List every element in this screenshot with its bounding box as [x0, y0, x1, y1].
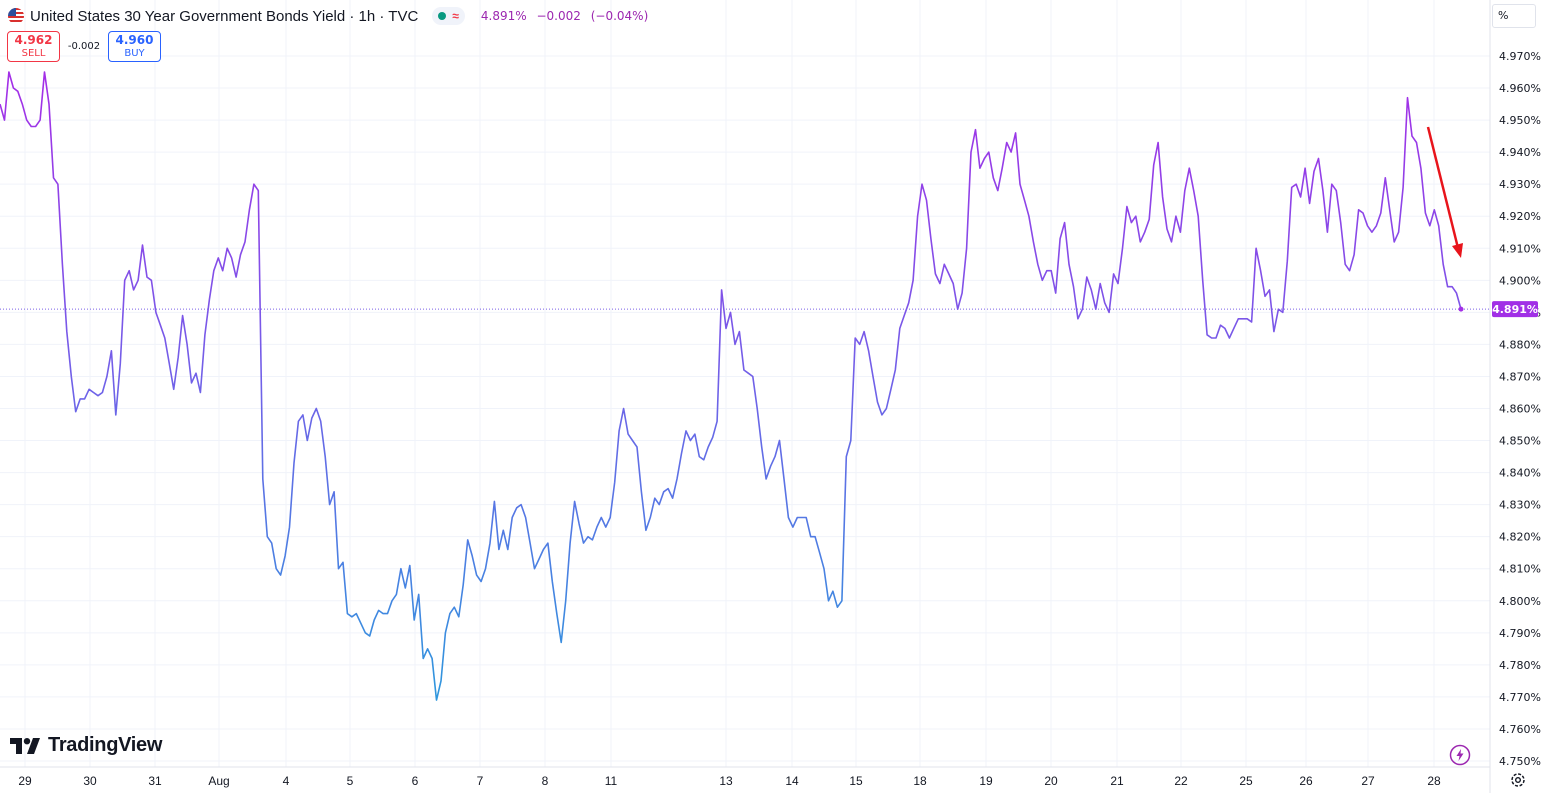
x-tick-label: 21: [1110, 774, 1124, 788]
x-tick-label: 29: [18, 774, 32, 788]
price-unit-selector[interactable]: %: [1492, 4, 1536, 28]
spread-value: -0.002: [67, 41, 101, 52]
current-price-text: 4.891%: [1492, 303, 1538, 316]
buy-price: 4.960: [115, 33, 154, 47]
y-tick-label: 4.840%: [1499, 467, 1541, 480]
x-tick-label: 7: [477, 774, 484, 788]
x-tick-label: 18: [913, 774, 927, 788]
quote-values: 4.891% −0.002 (−0.04%): [481, 9, 654, 23]
grid: [0, 0, 1490, 767]
y-tick-label: 4.950%: [1499, 114, 1541, 127]
sell-price: 4.962: [14, 33, 53, 47]
y-tick-label: 4.770%: [1499, 691, 1541, 704]
x-tick-label: 22: [1174, 774, 1188, 788]
y-tick-label: 4.970%: [1499, 50, 1541, 63]
y-tick-label: 4.960%: [1499, 82, 1541, 95]
y-tick-label: 4.820%: [1499, 531, 1541, 544]
y-tick-label: 4.860%: [1499, 403, 1541, 416]
x-tick-label: 31: [148, 774, 162, 788]
tradingview-logo[interactable]: TradingView: [10, 734, 162, 757]
y-tick-label: 4.910%: [1499, 242, 1541, 255]
x-tick-label: Aug: [208, 774, 229, 788]
x-tick-label: 28: [1427, 774, 1441, 788]
y-tick-label: 4.870%: [1499, 370, 1541, 383]
us-flag-icon: [8, 8, 24, 24]
price-change: −0.002: [536, 9, 581, 23]
delayed-data-icon: ≈: [452, 9, 459, 23]
y-tick-label: 4.750%: [1499, 755, 1541, 768]
last-point-marker: [1458, 306, 1464, 312]
y-tick-label: 4.920%: [1499, 210, 1541, 223]
x-tick-label: 25: [1239, 774, 1253, 788]
y-tick-label: 4.850%: [1499, 435, 1541, 448]
x-tick-label: 14: [785, 774, 799, 788]
x-tick-label: 26: [1299, 774, 1313, 788]
logo-text: TradingView: [48, 734, 163, 756]
y-tick-label: 4.880%: [1499, 338, 1541, 351]
y-tick-label: 4.760%: [1499, 723, 1541, 736]
yield-line[interactable]: [0, 71, 1462, 701]
y-tick-label: 4.780%: [1499, 659, 1541, 672]
last-price: 4.891%: [480, 9, 527, 23]
price-axis[interactable]: 4.970% 4.960% 4.950% 4.940% 4.930% 4.920% 4.91…: [1499, 50, 1541, 768]
gear-icon[interactable]: [1509, 771, 1527, 789]
x-tick-label: 5: [347, 774, 354, 788]
x-tick-label: 15: [849, 774, 863, 788]
x-tick-label: 6: [412, 774, 419, 788]
y-tick-label: 4.790%: [1499, 627, 1541, 640]
annotation-arrow[interactable]: [1426, 126, 1463, 258]
market-status[interactable]: ≈: [432, 7, 465, 25]
x-tick-label: 27: [1361, 774, 1375, 788]
y-tick-label: 4.810%: [1499, 563, 1541, 576]
tradingview-logo-icon: [10, 737, 40, 754]
y-tick-label: 4.800%: [1499, 595, 1541, 608]
buy-label: BUY: [124, 48, 145, 59]
trade-buttons: 4.962 SELL -0.002 4.960 BUY: [7, 31, 161, 62]
x-tick-label: 4: [283, 774, 290, 788]
y-tick-label: 4.940%: [1499, 146, 1541, 159]
x-tick-label: 11: [605, 774, 618, 788]
x-tick-label: 8: [542, 774, 549, 788]
time-axis[interactable]: 29 30 31 Aug 4 5 6 7 8 11 13 14 15 18 19 20 21 22 25 26 27 28: [18, 774, 1441, 788]
y-tick-label: 4.900%: [1499, 274, 1541, 287]
sell-label: SELL: [21, 48, 46, 59]
symbol-header[interactable]: United States 30 Year Government Bonds Y…: [8, 5, 654, 27]
current-price-label: 4.891%: [1492, 301, 1538, 318]
x-tick-label: 20: [1044, 774, 1058, 788]
x-tick-label: 13: [719, 774, 733, 788]
y-tick-label: 4.930%: [1499, 178, 1541, 191]
symbol-title[interactable]: United States 30 Year Government Bonds Y…: [30, 7, 419, 25]
y-tick-label: 4.830%: [1499, 499, 1541, 512]
buy-button[interactable]: 4.960 BUY: [108, 31, 161, 62]
x-tick-label: 19: [979, 774, 993, 788]
x-tick-label: 30: [83, 774, 97, 788]
sell-button[interactable]: 4.962 SELL: [7, 31, 60, 62]
market-open-dot-icon: [438, 12, 447, 20]
price-change-percent: (−0.04%): [590, 9, 649, 23]
lightning-icon[interactable]: [1449, 744, 1471, 766]
